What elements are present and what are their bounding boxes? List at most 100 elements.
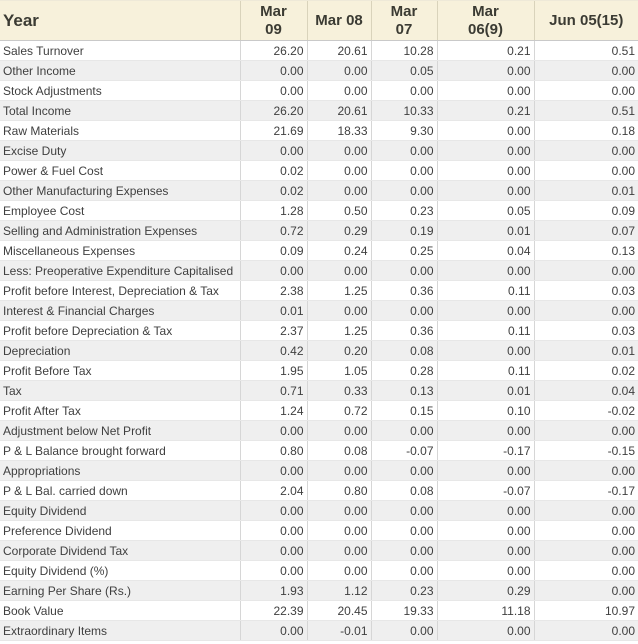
row-label: Power & Fuel Cost [0,160,240,181]
value-cell: -0.07 [436,480,534,501]
row-label: Profit before Interest, Depreciation & T… [0,280,240,301]
table-row: Miscellaneous Expenses 0.09 0.24 0.25 0.04 0.… [0,240,638,261]
table-row: Profit before Depreciation & Tax 2.37 1.25… [0,320,638,341]
value-cell: 10.33 [370,100,437,121]
row-label: Equity Dividend [0,500,240,521]
value-cell: 0.33 [306,380,371,401]
value-cell: 0.00 [370,520,437,541]
value-cell: 0.00 [436,80,534,101]
value-cell: 0.00 [370,140,437,161]
row-label: Preference Dividend [0,520,240,541]
row-label: Equity Dividend (%) [0,560,240,581]
period-column-header: Mar 08 [306,0,371,41]
table-row: P & L Bal. carried down 2.04 0.80 0.08 -0.07… [0,480,638,501]
table-row: Stock Adjustments 0.00 0.00 0.00 0.00 0.00 [0,80,638,101]
value-cell: 18.33 [306,120,371,141]
value-cell: 0.00 [306,560,371,581]
period-column-header: Mar 09 [239,0,307,41]
value-cell: 0.07 [533,220,638,241]
value-cell: 0.00 [436,260,534,281]
value-cell: 2.37 [239,320,307,341]
value-cell: 0.23 [370,200,437,221]
value-cell: 0.08 [370,340,437,361]
value-cell: 0.02 [239,180,307,201]
value-cell: 0.00 [239,620,307,641]
value-cell: 0.00 [436,160,534,181]
value-cell: 2.38 [239,280,307,301]
row-label: Employee Cost [0,200,240,221]
value-cell: 0.00 [370,540,437,561]
value-cell: 0.01 [436,380,534,401]
period-column-header: Mar 06(9) [436,0,534,41]
value-cell: 0.00 [370,80,437,101]
value-cell: 0.02 [533,360,638,381]
value-cell: 0.00 [370,160,437,181]
value-cell: 0.21 [436,40,534,61]
row-label: Profit before Depreciation & Tax [0,320,240,341]
row-label: Book Value [0,600,240,621]
value-cell: 0.00 [436,340,534,361]
value-cell: 0.01 [239,300,307,321]
value-cell: 0.00 [239,520,307,541]
value-cell: 0.11 [436,360,534,381]
value-cell: -0.17 [436,440,534,461]
table-row: Total Income 26.20 20.61 10.33 0.21 0.51 [0,100,638,121]
table-row: Book Value 22.39 20.45 19.33 11.18 10.97 [0,600,638,621]
table-row: Selling and Administration Expenses 0.72 0… [0,220,638,241]
row-label: Extraordinary Items [0,620,240,641]
row-label: Miscellaneous Expenses [0,240,240,261]
value-cell: 0.21 [436,100,534,121]
value-cell: 0.25 [370,240,437,261]
value-cell: 0.00 [533,620,638,641]
value-cell: 0.00 [370,420,437,441]
table-row: Other Manufacturing Expenses 0.02 0.00 0.00… [0,180,638,201]
value-cell: 0.05 [436,200,534,221]
row-label: Raw Materials [0,120,240,141]
value-cell: 0.36 [370,320,437,341]
value-cell: 0.00 [436,540,534,561]
value-cell: 0.00 [533,60,638,81]
value-cell: 0.00 [306,180,371,201]
value-cell: 0.36 [370,280,437,301]
value-cell: 0.00 [436,140,534,161]
value-cell: 0.00 [533,80,638,101]
value-cell: 0.03 [533,320,638,341]
table-row: Sales Turnover 26.20 20.61 10.28 0.21 0.51 [0,40,638,61]
row-label: Depreciation [0,340,240,361]
value-cell: 0.24 [306,240,371,261]
value-cell: 0.00 [533,260,638,281]
value-cell: 0.00 [306,80,371,101]
value-cell: 0.11 [436,280,534,301]
value-cell: 0.00 [239,420,307,441]
value-cell: 0.29 [306,220,371,241]
value-cell: -0.15 [533,440,638,461]
value-cell: 0.00 [436,460,534,481]
value-cell: 0.00 [533,460,638,481]
value-cell: 0.10 [436,400,534,421]
value-cell: 0.29 [436,580,534,601]
value-cell: 1.24 [239,400,307,421]
value-cell: 0.00 [239,80,307,101]
value-cell: 0.00 [306,260,371,281]
value-cell: 0.51 [533,100,638,121]
value-cell: 0.01 [436,220,534,241]
value-cell: 1.95 [239,360,307,381]
value-cell: 0.00 [306,60,371,81]
table-row: Interest & Financial Charges 0.01 0.00 0.00… [0,300,638,321]
value-cell: 1.25 [306,280,371,301]
table-row: Profit Before Tax 1.95 1.05 0.28 0.11 0.02 [0,360,638,381]
value-cell: -0.17 [533,480,638,501]
value-cell: 11.18 [436,600,534,621]
table-header-row: Year Mar 09 Mar 08 Mar 07 Mar 06(9) Jun 05(15… [0,0,638,41]
value-cell: 0.00 [239,260,307,281]
value-cell: 0.00 [239,500,307,521]
value-cell: 0.00 [370,620,437,641]
value-cell: 0.00 [436,300,534,321]
value-cell: 0.19 [370,220,437,241]
value-cell: 0.00 [239,560,307,581]
row-label: Profit Before Tax [0,360,240,381]
table-row: Employee Cost 1.28 0.50 0.23 0.05 0.09 [0,200,638,221]
row-label: Earning Per Share (Rs.) [0,580,240,601]
value-cell: 0.00 [306,160,371,181]
